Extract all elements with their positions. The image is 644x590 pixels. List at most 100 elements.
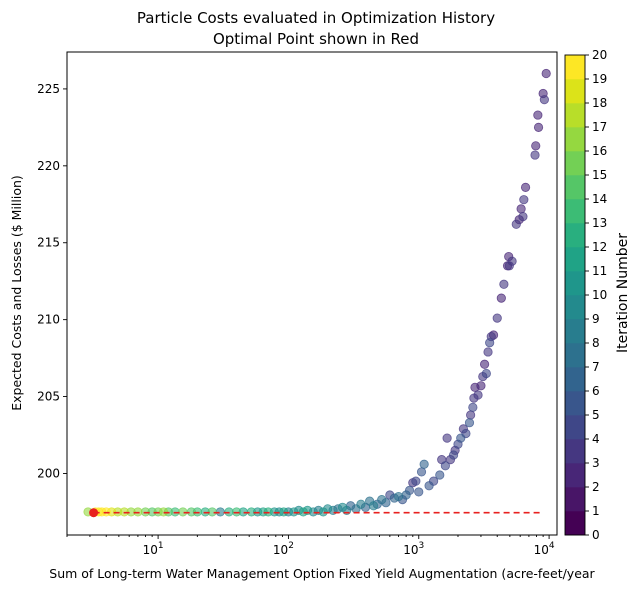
colorbar-segment — [565, 79, 585, 104]
y-axis-label: Expected Costs and Losses ($ Million) — [9, 175, 24, 411]
colorbar-tick-label: 5 — [592, 408, 600, 422]
colorbar-segment — [565, 295, 585, 320]
colorbar-segment — [565, 247, 585, 272]
colorbar-tick-label: 0 — [592, 528, 600, 542]
particle-point — [448, 450, 459, 460]
colorbar-tick-label: 7 — [592, 360, 600, 374]
colorbar-segment — [565, 127, 585, 152]
particle-point — [424, 481, 434, 491]
particle-point — [539, 95, 549, 105]
particle-point — [481, 368, 491, 379]
x-tick-label: 104 — [534, 541, 555, 557]
particle-point — [401, 490, 411, 500]
colorbar-segment — [565, 487, 585, 512]
colorbar-label: Iteration Number — [615, 233, 631, 353]
colorbar-tick-label: 17 — [592, 120, 607, 134]
particle-point — [533, 122, 544, 132]
colorbar-segment — [565, 391, 585, 416]
y-tick-label: 205 — [37, 390, 60, 404]
colorbar-tick-label: 8 — [592, 336, 600, 350]
particle-point — [393, 491, 404, 502]
colorbar-tick-label: 3 — [592, 456, 600, 470]
particle-point — [496, 293, 506, 303]
colorbar-tick-label: 1 — [592, 504, 600, 518]
particle-point — [456, 433, 466, 443]
colorbar-segment — [565, 199, 585, 224]
particle-point — [377, 495, 387, 505]
particle-point — [485, 338, 495, 348]
colorbar-tick-label: 10 — [592, 288, 607, 302]
points-layer — [83, 68, 551, 518]
y-ticks: 200 205 210 215 220 225 — [37, 82, 67, 480]
colorbar-segment — [565, 175, 585, 200]
colorbar-tick-label: 4 — [592, 432, 600, 446]
colorbar-tick-label: 12 — [592, 240, 607, 254]
colorbar-segment — [565, 367, 585, 392]
particle-point — [435, 470, 445, 480]
particle-point — [442, 433, 452, 443]
x-ticks: 101 102 103 104 — [66, 535, 555, 557]
particle-point — [519, 195, 529, 205]
y-tick-label: 220 — [37, 159, 60, 173]
colorbar-segment — [565, 55, 585, 80]
x-tick-label: 103 — [403, 541, 424, 557]
colorbar-tick-label: 11 — [592, 264, 607, 278]
particle-point — [531, 141, 541, 151]
particle-point — [469, 393, 479, 403]
colorbar-segment — [565, 511, 585, 536]
chart-title: Particle Costs evaluated in Optimization… — [137, 9, 495, 27]
colorbar-segment — [565, 439, 585, 464]
particle-point — [416, 467, 427, 477]
colorbar-tick-label: 15 — [592, 168, 607, 182]
particle-point — [414, 487, 424, 497]
colorbar-segment — [565, 319, 585, 344]
colorbar-segment — [565, 343, 585, 368]
particle-point — [520, 182, 531, 192]
colorbar-segment — [565, 463, 585, 488]
colorbar-segment — [565, 271, 585, 296]
colorbar-segment — [565, 223, 585, 248]
particle-point — [511, 219, 521, 229]
particle-point — [492, 313, 502, 323]
y-tick-label: 215 — [37, 236, 60, 250]
particle-point — [516, 204, 526, 214]
particle-point — [533, 110, 543, 120]
particle-point — [479, 359, 490, 369]
y-tick-label: 210 — [37, 313, 60, 327]
colorbar-tick-label: 14 — [592, 192, 607, 206]
colorbar-segment — [565, 103, 585, 128]
particle-point — [468, 402, 478, 412]
particle-point — [541, 68, 551, 79]
x-tick-label: 102 — [273, 541, 294, 557]
particle-point — [470, 382, 480, 392]
x-axis-label: Sum of Long-term Water Management Option… — [49, 566, 595, 581]
colorbar-tick-label: 19 — [592, 72, 607, 86]
x-tick-label: 101 — [143, 541, 164, 557]
particle-point — [440, 461, 450, 471]
y-tick-label: 200 — [37, 466, 60, 480]
colorbar-tick-label: 6 — [592, 384, 600, 398]
colorbar-tick-label: 20 — [592, 48, 607, 62]
particle-point — [419, 459, 429, 469]
colorbar-segment — [565, 151, 585, 176]
colorbar-tick-label: 16 — [592, 144, 607, 158]
particle-point — [483, 347, 493, 357]
plot-frame — [66, 51, 558, 536]
chart-subtitle: Optimal Point shown in Red — [213, 30, 419, 48]
particle-point — [530, 150, 540, 160]
particle-point — [464, 418, 475, 428]
particle-point — [499, 279, 509, 289]
particle-point — [368, 501, 379, 511]
optimal-point — [89, 508, 99, 518]
colorbar-tick-label: 13 — [592, 216, 607, 230]
particle-point — [518, 211, 528, 222]
colorbar-tick-label: 18 — [592, 96, 607, 110]
particle-point — [466, 410, 476, 420]
colorbar-segment — [565, 415, 585, 440]
colorbar-tick-label: 9 — [592, 312, 600, 326]
y-tick-label: 225 — [37, 82, 60, 96]
particle-point — [504, 261, 514, 271]
particle-point — [411, 476, 421, 486]
